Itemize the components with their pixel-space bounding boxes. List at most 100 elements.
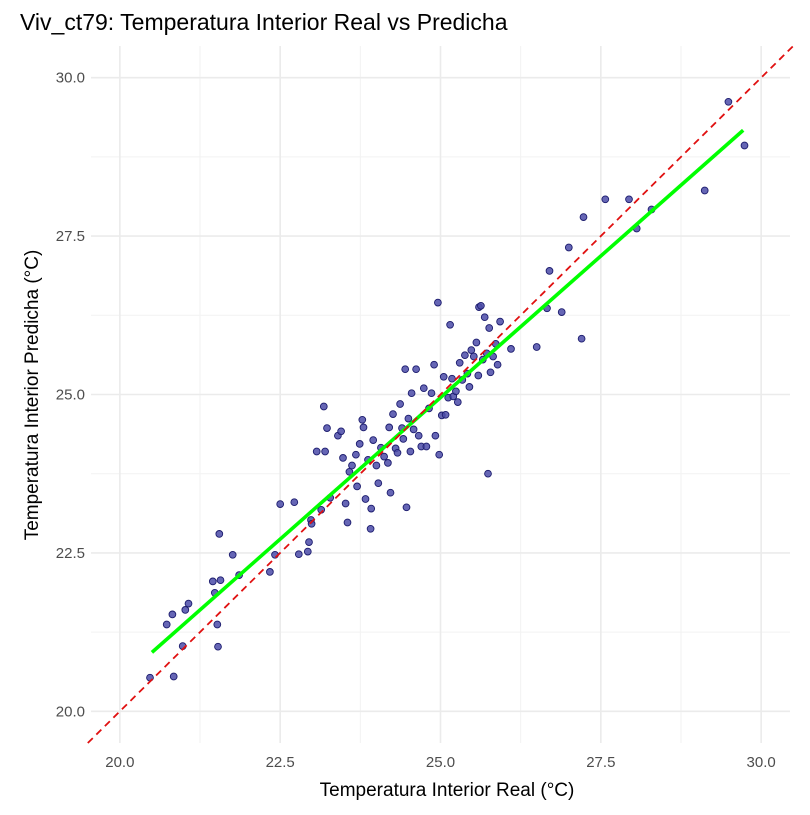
data-point — [564, 243, 573, 252]
y-tick-label: 25.0 — [56, 387, 85, 404]
data-point — [345, 467, 354, 476]
data-point — [372, 461, 381, 470]
data-point — [414, 431, 423, 440]
data-point — [168, 610, 177, 619]
data-point — [427, 389, 436, 398]
x-tick-label: 30.0 — [747, 754, 776, 771]
data-point — [422, 442, 431, 451]
data-point — [532, 343, 541, 351]
data-point — [465, 383, 474, 391]
data-point — [430, 360, 438, 369]
data-point — [228, 550, 237, 559]
data-point — [341, 499, 350, 508]
data-point — [472, 338, 481, 347]
x-tick-label: 25.0 — [426, 754, 455, 771]
data-point — [474, 371, 483, 380]
data-point — [369, 436, 378, 444]
x-tick-label: 22.5 — [266, 754, 295, 771]
data-point — [448, 374, 456, 383]
identity-line — [87, 45, 794, 744]
data-point — [577, 334, 586, 343]
y-axis-label: Temperatura Interior Predicha (°C) — [22, 250, 43, 541]
y-tick-label: 20.0 — [56, 703, 85, 720]
data-point — [319, 402, 328, 411]
data-point — [386, 488, 395, 497]
data-point — [358, 415, 367, 424]
y-tick-label: 22.5 — [56, 545, 85, 562]
x-tick-label: 27.5 — [586, 754, 615, 771]
data-point — [312, 447, 321, 456]
data-point — [431, 431, 440, 440]
data-point — [406, 447, 415, 456]
data-point — [380, 452, 388, 461]
data-point — [366, 524, 375, 533]
data-point — [321, 447, 329, 456]
data-point — [453, 398, 462, 406]
data-point — [435, 450, 444, 459]
y-tick-label: 27.5 — [56, 228, 85, 245]
data-point — [467, 346, 476, 354]
data-point — [384, 459, 392, 467]
data-point — [374, 479, 383, 488]
data-point — [208, 577, 217, 586]
data-point — [412, 365, 420, 374]
x-tick-label: 20.0 — [105, 754, 134, 771]
data-point — [700, 186, 709, 195]
data-point — [396, 400, 404, 408]
data-point — [303, 547, 312, 556]
data-point — [484, 469, 492, 478]
data-point — [601, 195, 610, 204]
data-point — [361, 495, 370, 503]
data-point — [290, 498, 299, 507]
data-point — [184, 599, 193, 608]
data-point — [353, 482, 361, 491]
data-point — [724, 97, 733, 106]
data-point — [214, 642, 222, 651]
data-point — [740, 141, 749, 150]
data-point — [441, 410, 450, 419]
data-point — [393, 448, 402, 457]
x-axis-ticks: 20.0 22.5 25.0 27.5 30.0 — [105, 754, 775, 771]
data-point — [169, 672, 178, 681]
data-point — [337, 427, 345, 436]
data-point — [367, 504, 376, 513]
data-point — [305, 538, 313, 546]
data-point — [455, 358, 464, 367]
grid-major — [91, 46, 790, 743]
data-point — [480, 313, 489, 322]
data-point — [359, 423, 368, 432]
data-point — [486, 368, 495, 377]
data-point — [496, 317, 504, 326]
chart-title: Viv_ct79: Temperatura Interior Real vs P… — [20, 9, 508, 35]
reference-lines — [87, 45, 794, 744]
data-point — [545, 267, 554, 275]
data-point — [213, 620, 222, 629]
data-point — [402, 503, 411, 512]
data-point — [477, 301, 485, 310]
data-point — [389, 410, 397, 418]
data-point — [625, 195, 633, 204]
data-point — [579, 213, 588, 221]
data-point — [409, 425, 418, 434]
data-point — [343, 518, 352, 527]
data-point — [401, 365, 410, 374]
data-point — [485, 324, 494, 332]
y-tick-label: 30.0 — [56, 70, 85, 87]
data-point — [355, 440, 364, 448]
data-point — [307, 519, 316, 528]
data-point — [404, 414, 413, 423]
data-point — [276, 500, 285, 508]
data-point — [469, 352, 478, 361]
data-point — [352, 450, 360, 459]
data-point — [446, 320, 454, 329]
fit-line — [150, 128, 745, 654]
data-point — [439, 372, 448, 381]
data-point — [215, 530, 224, 538]
data-point — [452, 387, 460, 396]
x-axis-label: Temperatura Interior Real (°C) — [320, 780, 575, 801]
data-point — [493, 360, 502, 369]
data-point — [407, 389, 416, 398]
